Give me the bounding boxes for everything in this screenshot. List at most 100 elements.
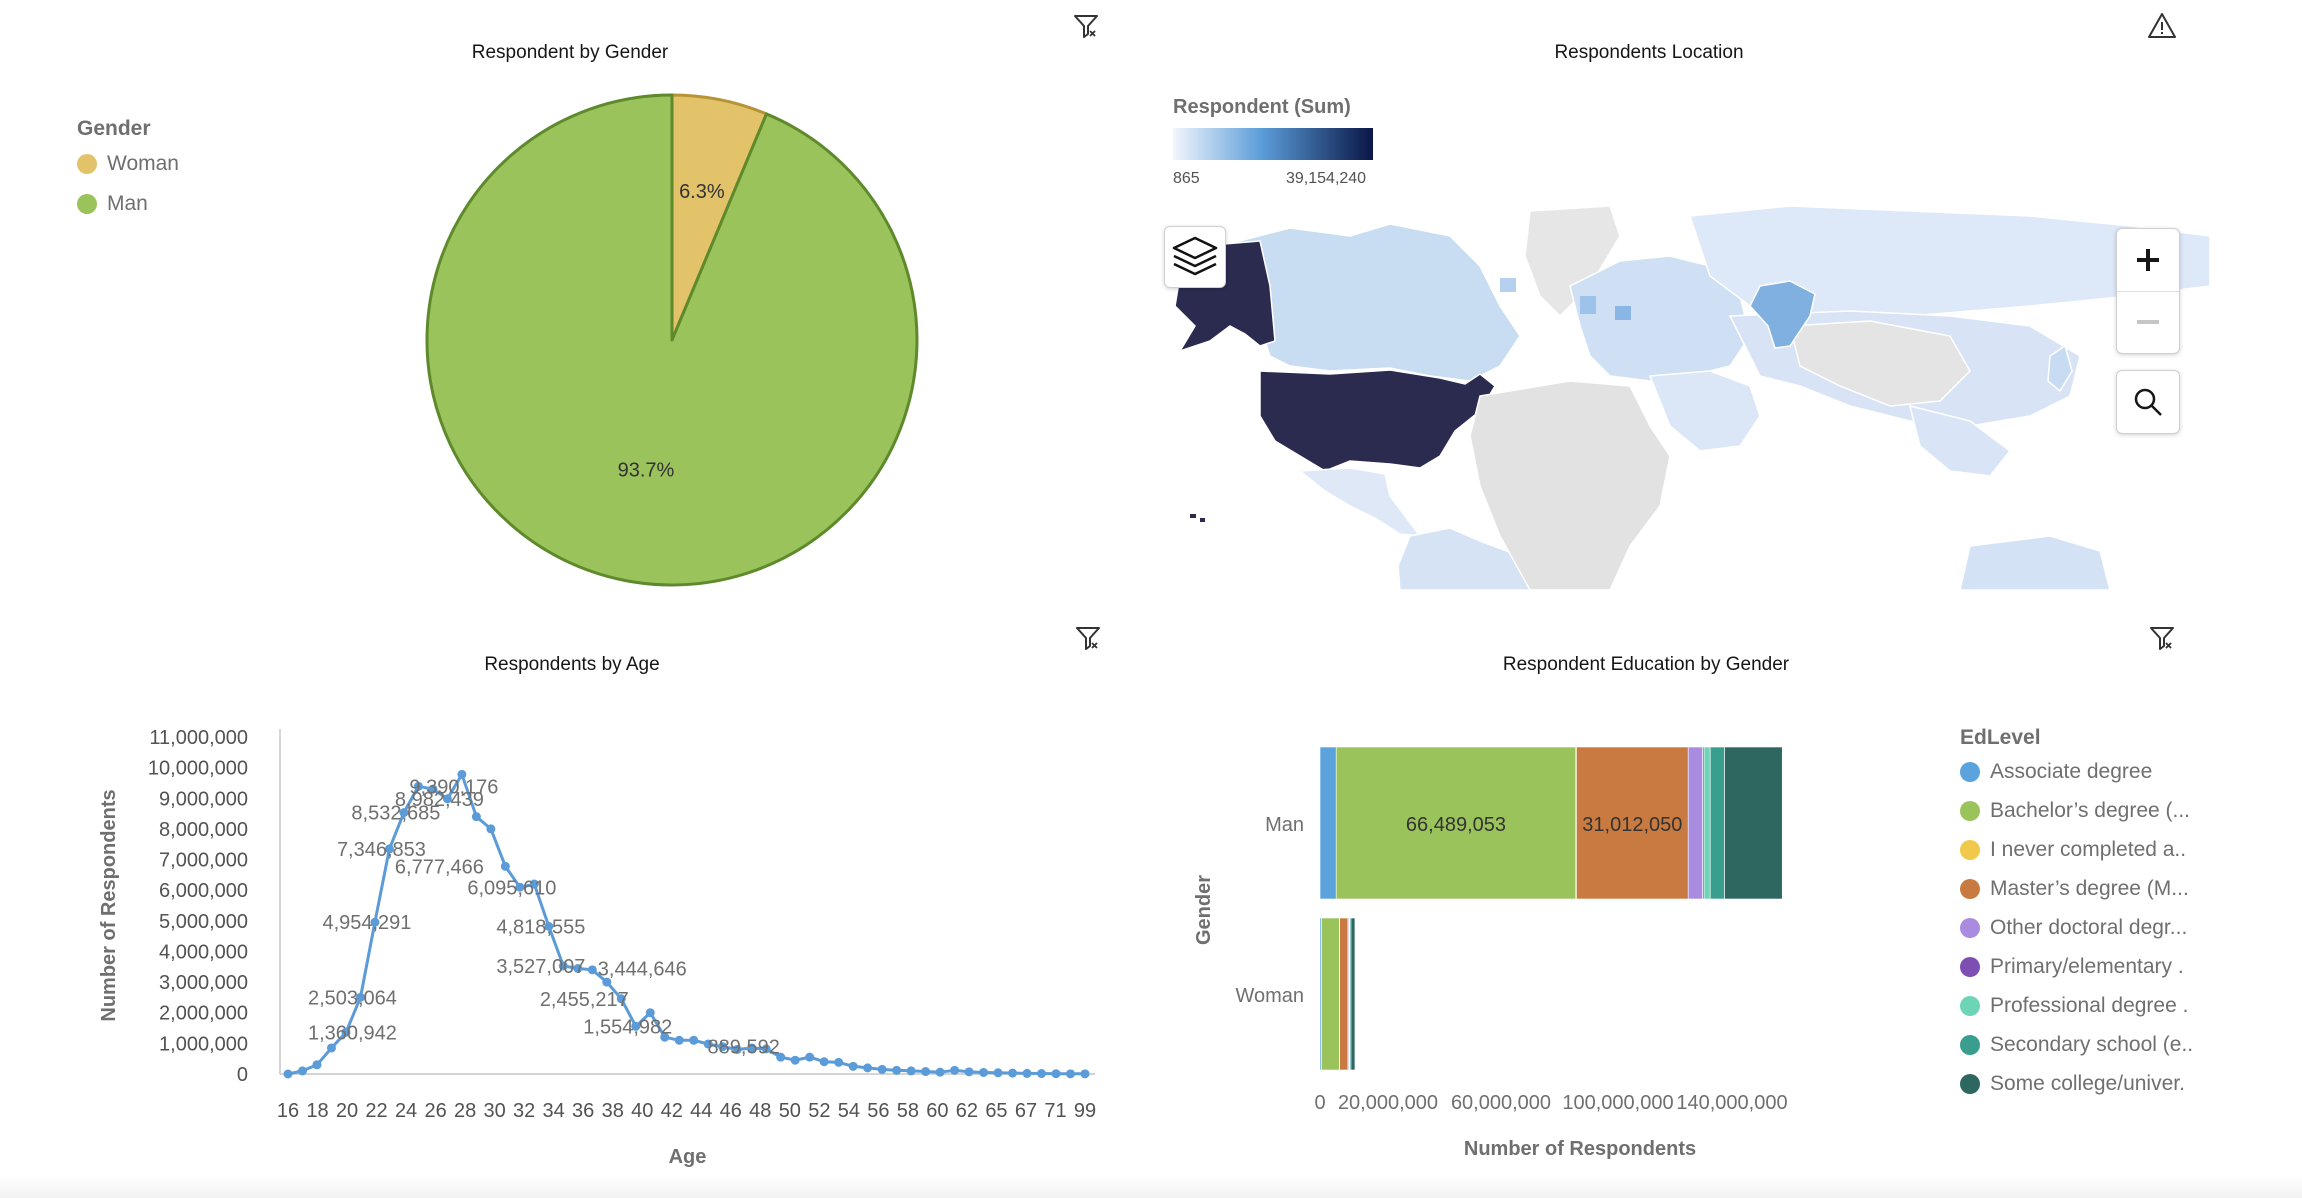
age-data-point[interactable] xyxy=(616,994,626,1004)
age-data-point[interactable] xyxy=(718,1042,728,1052)
age-data-point[interactable] xyxy=(341,1027,351,1037)
age-data-point[interactable] xyxy=(863,1063,873,1073)
age-data-point[interactable] xyxy=(297,1066,307,1076)
age-data-point[interactable] xyxy=(732,1044,742,1054)
bar-segment-man[interactable] xyxy=(1703,746,1711,900)
age-data-point[interactable] xyxy=(921,1067,931,1077)
age-data-point[interactable] xyxy=(892,1065,902,1075)
age-data-point[interactable] xyxy=(993,1068,1003,1078)
age-data-point[interactable] xyxy=(979,1067,989,1077)
age-data-point[interactable] xyxy=(602,977,612,987)
age-data-point[interactable] xyxy=(573,963,583,973)
map-search-button[interactable] xyxy=(2116,370,2180,434)
age-data-point[interactable] xyxy=(587,965,597,975)
age-data-point[interactable] xyxy=(428,784,438,794)
gender-legend-item[interactable]: Woman xyxy=(77,152,179,176)
age-data-point[interactable] xyxy=(660,1032,670,1042)
edlevel-legend-item[interactable]: Other doctoral degr... xyxy=(1960,916,2187,940)
edlevel-legend-item[interactable]: Secondary school (e.. xyxy=(1960,1033,2193,1057)
pie-slice-man[interactable] xyxy=(425,93,919,587)
warning-icon[interactable] xyxy=(2144,8,2180,44)
filter-icon[interactable] xyxy=(1070,620,1106,656)
age-data-point[interactable] xyxy=(500,861,510,871)
age-data-point[interactable] xyxy=(1037,1069,1047,1079)
age-data-point[interactable] xyxy=(471,812,481,822)
bar-segment-man[interactable] xyxy=(1319,746,1337,900)
edlevel-legend-item[interactable]: Primary/elementary . xyxy=(1960,955,2184,979)
world-map[interactable] xyxy=(1150,206,2210,590)
x-tick-label: 18 xyxy=(306,1100,328,1122)
age-data-point[interactable] xyxy=(790,1055,800,1065)
bar-segment-man[interactable] xyxy=(1724,746,1783,900)
x-tick-label: 36 xyxy=(572,1100,594,1122)
bar-segment-man[interactable] xyxy=(1687,746,1703,900)
age-data-point[interactable] xyxy=(834,1057,844,1067)
age-data-point[interactable] xyxy=(312,1060,322,1070)
bar-segment-woman[interactable] xyxy=(1350,917,1356,1071)
age-data-point[interactable] xyxy=(964,1067,974,1077)
map-region-canada xyxy=(1219,223,1521,382)
age-data-point[interactable] xyxy=(457,769,467,779)
map-layers-button[interactable] xyxy=(1164,226,1226,288)
age-data-point[interactable] xyxy=(935,1067,945,1077)
age-data-point[interactable] xyxy=(703,1039,713,1049)
age-data-point[interactable] xyxy=(1066,1069,1076,1079)
zoom-in-button[interactable] xyxy=(2117,229,2179,292)
x-tick-label: 100,000,000 xyxy=(1562,1092,1673,1114)
age-data-point[interactable] xyxy=(355,992,365,1002)
zoom-out-button[interactable] xyxy=(2117,291,2179,353)
age-data-point[interactable] xyxy=(906,1066,916,1076)
age-data-point[interactable] xyxy=(1051,1069,1061,1079)
bar-segment-man[interactable] xyxy=(1335,746,1577,900)
age-data-point[interactable] xyxy=(747,1043,757,1053)
age-data-point[interactable] xyxy=(1022,1068,1032,1078)
age-data-point[interactable] xyxy=(283,1069,293,1079)
age-data-point[interactable] xyxy=(631,1021,641,1031)
bar-segment-man[interactable] xyxy=(1576,746,1689,900)
age-data-point[interactable] xyxy=(877,1064,887,1074)
age-data-point[interactable] xyxy=(370,917,380,927)
age-data-point[interactable] xyxy=(1080,1069,1090,1079)
legend-label: Primary/elementary . xyxy=(1990,955,2184,978)
age-data-point[interactable] xyxy=(326,1043,336,1053)
age-data-point[interactable] xyxy=(848,1061,858,1071)
bar-segment-woman[interactable] xyxy=(1339,917,1349,1071)
age-data-label: 8,532,685 xyxy=(351,803,440,825)
filter-icon[interactable] xyxy=(2144,620,2180,656)
bar-segment-woman[interactable] xyxy=(1321,917,1340,1071)
age-data-point[interactable] xyxy=(413,781,423,791)
filter-icon[interactable] xyxy=(1068,8,1104,44)
age-data-point[interactable] xyxy=(674,1035,684,1045)
age-data-point[interactable] xyxy=(529,879,539,889)
x-tick-label: 22 xyxy=(365,1100,387,1122)
age-data-point[interactable] xyxy=(558,961,568,971)
x-tick-label: 20,000,000 xyxy=(1338,1092,1438,1114)
age-data-point[interactable] xyxy=(486,824,496,834)
gender-legend-item[interactable]: Man xyxy=(77,192,148,216)
age-data-point[interactable] xyxy=(645,1008,655,1018)
age-data-point[interactable] xyxy=(399,808,409,818)
age-data-point[interactable] xyxy=(384,844,394,854)
edlevel-legend-item[interactable]: Bachelor’s degree (... xyxy=(1960,799,2190,823)
age-data-point[interactable] xyxy=(515,882,525,892)
edlevel-legend-item[interactable]: Professional degree . xyxy=(1960,994,2188,1018)
age-data-point[interactable] xyxy=(689,1035,699,1045)
age-data-point[interactable] xyxy=(1008,1068,1018,1078)
age-data-point[interactable] xyxy=(819,1057,829,1067)
age-data-point[interactable] xyxy=(950,1065,960,1075)
legend-swatch xyxy=(1960,918,1980,938)
layers-icon xyxy=(1172,236,1218,276)
x-tick-label: 60,000,000 xyxy=(1451,1092,1551,1114)
edlevel-legend-item[interactable]: Master’s degree (M... xyxy=(1960,877,2189,901)
age-data-point[interactable] xyxy=(805,1052,815,1062)
age-data-point[interactable] xyxy=(776,1052,786,1062)
edlevel-legend-item[interactable]: I never completed a.. xyxy=(1960,838,2186,862)
edlevel-legend-item[interactable]: Some college/univer. xyxy=(1960,1072,2185,1096)
map-region-japan xyxy=(2047,344,2073,393)
map-region-africa xyxy=(1469,380,1671,590)
bar-segment-man[interactable] xyxy=(1709,746,1725,900)
age-data-point[interactable] xyxy=(761,1044,771,1054)
age-data-point[interactable] xyxy=(442,794,452,804)
age-data-point[interactable] xyxy=(544,921,554,931)
edlevel-legend-item[interactable]: Associate degree xyxy=(1960,760,2152,784)
